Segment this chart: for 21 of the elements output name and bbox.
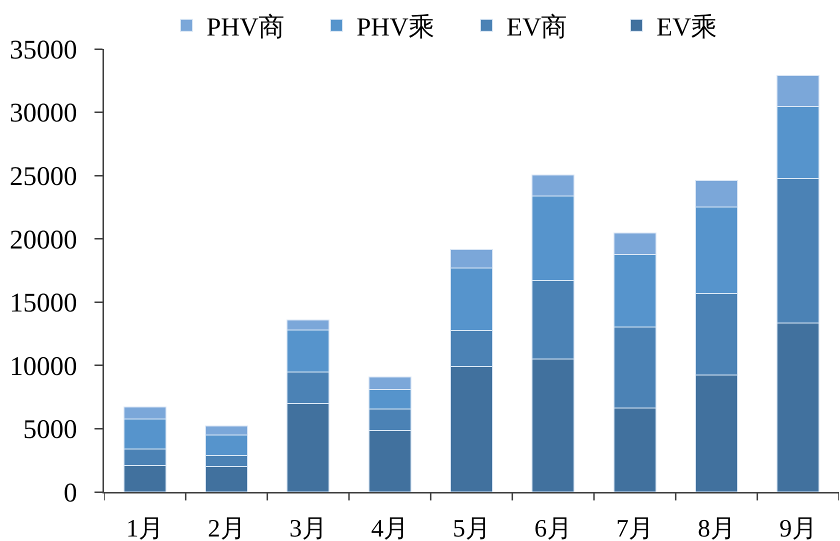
legend-label: PHV商 [206, 12, 284, 42]
legend-label: EV乘 [656, 12, 718, 42]
y-tick-label: 20000 [10, 224, 78, 254]
y-tick-label: 15000 [10, 288, 78, 318]
x-tick-label: 3月 [289, 516, 327, 541]
x-tick-label: 4月 [371, 516, 409, 541]
legend-label: PHV乘 [356, 12, 434, 42]
y-tick-label: 30000 [10, 98, 78, 128]
x-tick-label: 8月 [698, 516, 736, 541]
x-tick-label: 7月 [616, 516, 654, 541]
legend-label: EV商 [506, 12, 568, 42]
y-tick-label: 5000 [23, 414, 78, 444]
y-tick-label: 0 [64, 477, 78, 508]
x-tick-label: 1月 [126, 516, 164, 541]
y-tick-label: 35000 [10, 34, 78, 64]
x-tick-label: 6月 [534, 516, 572, 541]
x-tick-label: 5月 [452, 516, 490, 541]
y-tick-label: 25000 [10, 161, 78, 192]
x-tick-label: 2月 [208, 516, 246, 541]
y-tick-label: 10000 [10, 350, 78, 381]
x-tick-label: 9月 [779, 516, 817, 541]
